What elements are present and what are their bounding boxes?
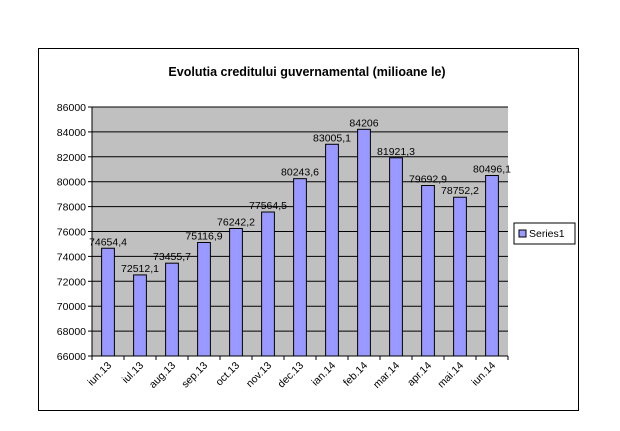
data-label: 80243,6 [281,167,319,179]
y-tick-label: 72000 [57,276,86,288]
data-label: 78752,2 [441,185,479,197]
bars [101,128,499,357]
data-label: 77564,5 [249,200,287,212]
data-label: 74654,4 [89,236,127,248]
data-label: 72512,1 [121,263,159,275]
bar [229,227,243,357]
bar [101,247,115,357]
bar [453,196,467,357]
x-tick-label: feb.14 [341,360,370,389]
x-tick-label: aug.13 [147,360,178,391]
x-tick-label: mar.14 [371,360,402,391]
data-label: 83005,1 [313,132,351,144]
bar [325,143,339,357]
x-tick-label: oct.13 [213,360,242,389]
legend-label: Series1 [529,228,565,240]
x-tick-label: apr.14 [405,360,434,389]
bar [421,185,435,357]
data-label: 76242,2 [217,216,255,228]
x-tick-label: sep.13 [179,360,210,391]
data-label: 73455,7 [153,251,191,263]
bar [261,211,275,357]
legend: Series1 [513,222,576,245]
y-tick-label: 66000 [57,351,86,363]
bar [165,262,179,357]
data-label: 84206 [349,117,378,129]
legend-swatch [518,229,527,238]
bar [485,175,499,357]
data-label: 81921,3 [377,146,415,158]
bar [197,241,211,357]
chart-title: Evolutia creditului guvernamental (milio… [168,65,445,79]
y-tick-label: 84000 [57,127,86,139]
y-tick-label: 74000 [57,251,86,263]
x-tick-label: mai.14 [435,360,466,391]
data-label: 79692,9 [409,174,447,186]
bar [133,274,147,357]
bar [357,128,371,357]
x-tick-label: iun.14 [469,360,498,389]
y-tick-label: 70000 [57,301,86,313]
chart-svg: Evolutia creditului guvernamental (milio… [57,65,576,391]
x-tick-label: dec.13 [275,360,306,391]
legend-box [513,222,576,245]
bar [293,178,307,357]
x-tick-label: iul.13 [120,360,146,386]
y-tick-label: 78000 [57,202,86,214]
y-tick-label: 76000 [57,227,86,239]
x-tick-label: nov.13 [244,360,274,390]
y-tick-label: 82000 [57,152,86,164]
chart-area: Evolutia creditului guvernamental (milio… [38,48,579,411]
data-label: 75116,9 [185,230,222,242]
data-label: 80496,1 [473,164,511,176]
y-tick-label: 86000 [57,102,86,114]
y-tick-label: 68000 [57,326,86,338]
x-tick-label: ian.14 [309,360,338,389]
x-tick-label: iun.13 [85,360,114,389]
bar [389,157,403,357]
y-tick-label: 80000 [57,177,86,189]
